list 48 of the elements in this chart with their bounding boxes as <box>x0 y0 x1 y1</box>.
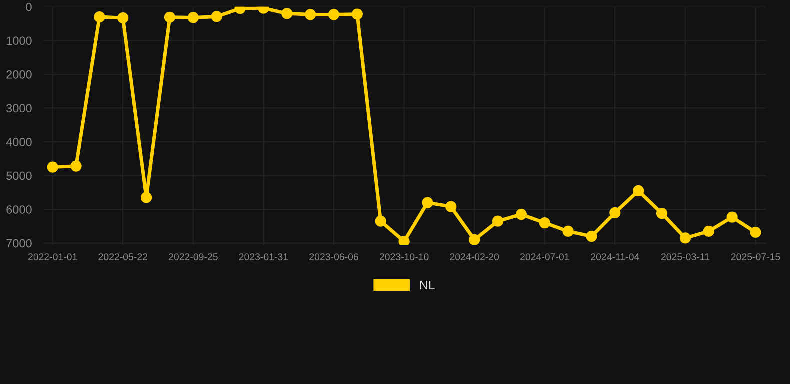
x-tick-label: 2022-05-22 <box>98 254 148 260</box>
y-tick-label: 3000 <box>6 104 32 113</box>
point <box>375 216 386 227</box>
point <box>164 12 176 23</box>
point <box>211 11 222 22</box>
x-tick-label: 2022-01-01 <box>28 254 78 260</box>
point <box>492 216 504 227</box>
x-tick-label: 2023-01-31 <box>239 254 288 260</box>
point <box>305 9 316 20</box>
point <box>94 11 106 23</box>
legend-label: NL <box>420 280 435 290</box>
point <box>539 217 550 229</box>
point <box>446 201 457 212</box>
point <box>469 234 480 245</box>
y-tick-label: 5000 <box>6 172 32 180</box>
y-tick-label: 7000 <box>6 239 32 248</box>
y-tick-label: 4000 <box>6 138 32 146</box>
point <box>70 160 82 172</box>
x-tick-label: 2024-11-04 <box>591 254 640 260</box>
point <box>188 12 199 24</box>
x-tick-label: 2024-02-20 <box>450 254 500 260</box>
point <box>656 208 668 220</box>
x-tick-label: 2024-07-01 <box>520 254 570 260</box>
point <box>750 226 762 238</box>
point <box>47 162 58 173</box>
point <box>680 232 692 244</box>
point <box>610 207 621 218</box>
point <box>118 12 129 24</box>
point <box>562 226 574 238</box>
y-tick-label: 6000 <box>6 206 32 214</box>
y-tick-label: 2000 <box>6 70 32 79</box>
point <box>516 209 527 220</box>
point <box>703 226 714 238</box>
y-tick-label: 0 <box>26 2 32 12</box>
x-tick-label: 2023-06-06 <box>310 254 358 260</box>
point <box>328 9 340 20</box>
point <box>633 185 644 197</box>
x-tick-label: 2022-09-25 <box>169 254 218 260</box>
point <box>352 8 363 20</box>
x-tick-label: 2023-10-10 <box>380 254 429 260</box>
point <box>140 192 152 204</box>
x-tick-label: 2025-03-11 <box>661 254 710 260</box>
y-tick-label: 1000 <box>6 36 32 46</box>
point <box>282 8 293 20</box>
point <box>422 197 434 208</box>
point <box>726 212 738 223</box>
x-tick-label: 2025-07-15 <box>731 254 780 260</box>
point <box>586 230 598 242</box>
